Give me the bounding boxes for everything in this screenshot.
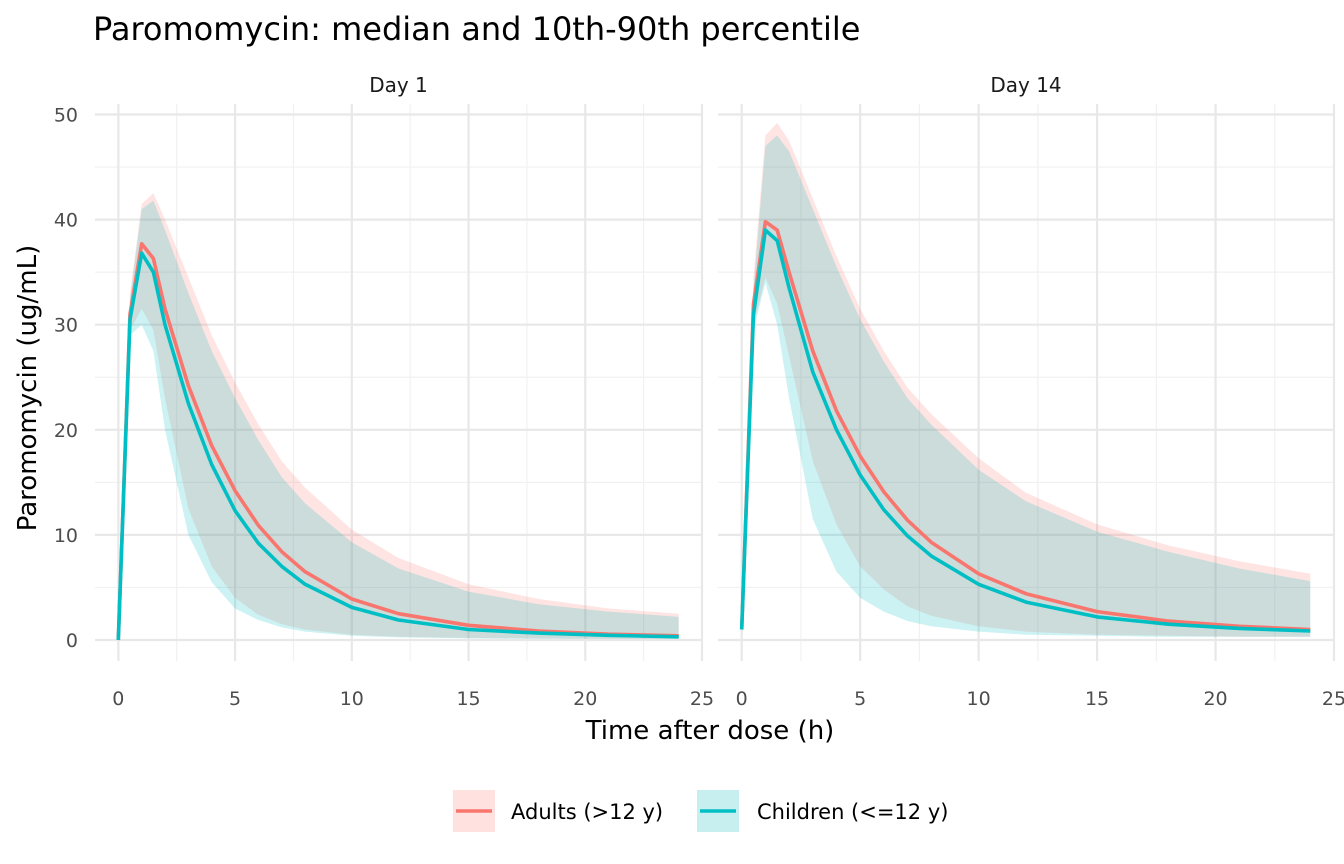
y-tick-label: 30	[54, 315, 78, 337]
x-tick-label: 5	[229, 688, 241, 710]
median-line-children	[116, 251, 679, 641]
median-line-adults	[116, 242, 679, 641]
x-axis-label: Time after dose (h)	[585, 716, 835, 746]
y-tick-label: 10	[54, 525, 78, 547]
x-tick-label: 15	[1085, 688, 1109, 710]
legend-item-adults: Adults (>12 y)	[453, 790, 663, 832]
panel-1: Day 1 0 5 10 15 20 25 0 10 20 30 40 50	[54, 73, 714, 710]
ribbon-children	[118, 200, 679, 640]
x-tick-label: 0	[736, 688, 748, 710]
x-tick-label: 10	[340, 688, 364, 710]
x-tick-label: 20	[573, 688, 597, 710]
legend-label: Children (<=12 y)	[757, 800, 948, 824]
panel-strip-label: Day 1	[369, 73, 428, 97]
x-tick-label: 10	[967, 688, 991, 710]
panel-strip-label: Day 14	[990, 73, 1061, 97]
median-line-children	[739, 228, 1311, 633]
chart-title: Paromomycin: median and 10th-90th percen…	[93, 10, 860, 48]
y-axis-label: Paromomycin (ug/mL)	[13, 245, 43, 532]
x-tick-label: 25	[690, 688, 714, 710]
panel-2: Day 14 0 5 10 15 20 25	[718, 73, 1344, 710]
x-tick-label: 20	[1203, 688, 1227, 710]
ribbon-adults	[118, 193, 679, 641]
y-tick-label: 40	[54, 210, 78, 232]
y-tick-label: 50	[54, 105, 78, 127]
x-tick-label: 15	[456, 688, 480, 710]
y-tick-label: 0	[66, 630, 78, 652]
legend-item-children: Children (<=12 y)	[697, 790, 948, 832]
median-line-adults	[739, 219, 1311, 632]
legend: Adults (>12 y) Children (<=12 y)	[453, 790, 948, 832]
x-tick-label: 25	[1322, 688, 1344, 710]
legend-label: Adults (>12 y)	[511, 800, 663, 824]
y-tick-label: 20	[54, 420, 78, 442]
x-tick-label: 0	[112, 688, 124, 710]
panels: Day 1 0 5 10 15 20 25 0 10 20 30 40 50 Day 14 0 5 10 15 20…	[54, 73, 1344, 710]
x-tick-label: 5	[854, 688, 866, 710]
